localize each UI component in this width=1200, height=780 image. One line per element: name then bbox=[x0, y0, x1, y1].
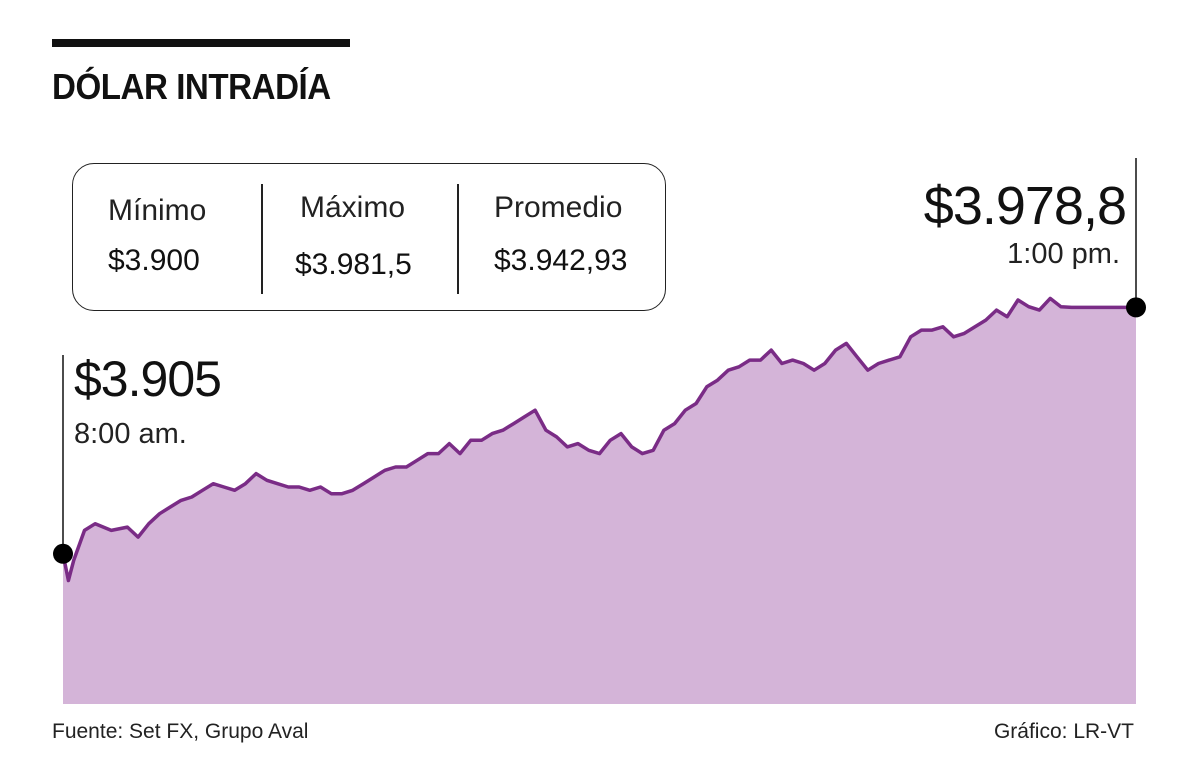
stat-average-label: Promedio bbox=[494, 191, 623, 224]
end-marker bbox=[1126, 297, 1146, 318]
area-fill bbox=[63, 298, 1136, 704]
stat-divider bbox=[261, 184, 263, 294]
start-time-label: 8:00 am. bbox=[74, 418, 187, 450]
end-time-label: 1:00 pm. bbox=[1007, 238, 1120, 270]
stat-maximum-label: Máximo bbox=[300, 191, 406, 224]
end-price-label: $3.978,8 bbox=[923, 176, 1127, 236]
price-line bbox=[61, 296, 1136, 583]
stat-minimum-value: $3.900 bbox=[108, 244, 200, 277]
stat-average-value: $3.942,93 bbox=[494, 244, 628, 277]
stats-box: Mínimo $3.900 Máximo $3.981,5 Promedio $… bbox=[72, 163, 666, 311]
start-price-label: $3.905 bbox=[74, 351, 222, 407]
stat-divider bbox=[457, 184, 459, 294]
stat-minimum-label: Mínimo bbox=[108, 194, 207, 227]
page-title: DÓLAR INTRADÍA bbox=[52, 66, 331, 107]
start-marker bbox=[53, 543, 73, 564]
credit-note: Gráfico: LR-VT bbox=[993, 720, 1134, 743]
top-rule bbox=[52, 39, 350, 47]
source-note: Fuente: Set FX, Grupo Aval bbox=[52, 720, 309, 743]
stat-maximum-value: $3.981,5 bbox=[295, 248, 412, 281]
